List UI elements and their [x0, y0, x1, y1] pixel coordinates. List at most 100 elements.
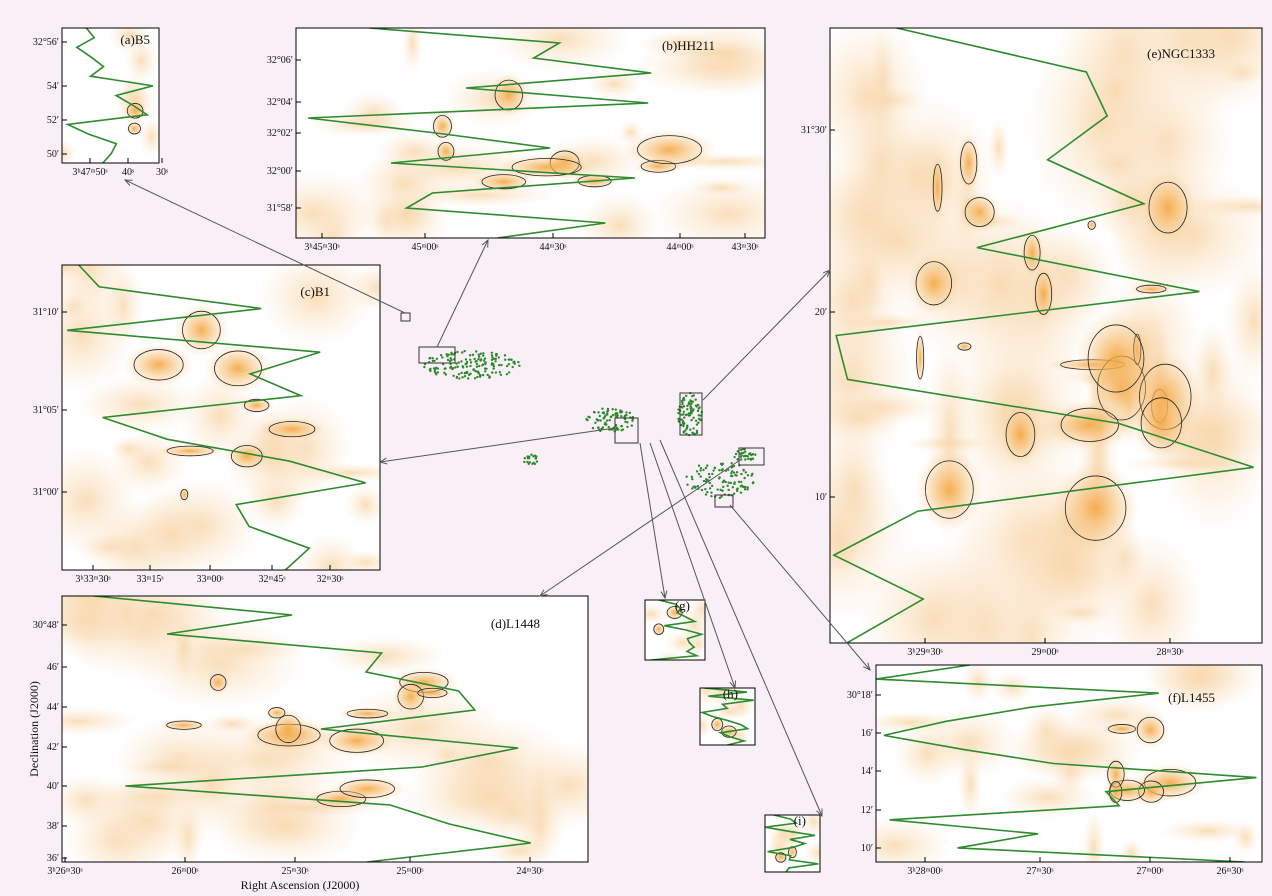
y-tick-label: 54′: [47, 81, 59, 92]
cloud-dot: [511, 366, 513, 368]
region-box: [739, 448, 764, 465]
cloud-dot: [694, 398, 696, 400]
cloud-dot: [615, 409, 617, 411]
cloud-dot: [495, 358, 497, 360]
cloud-dot: [603, 412, 605, 414]
pointer-arrow: [703, 270, 830, 400]
cloud-dot: [698, 406, 700, 408]
cloud-dot: [532, 455, 534, 457]
cloud-dot: [620, 415, 622, 417]
x-tick-label: 30ˢ: [156, 167, 168, 178]
cloud-dot: [494, 360, 496, 362]
cloud-dot: [498, 364, 500, 366]
emission: [172, 614, 196, 681]
y-tick-label: 12′: [861, 805, 873, 816]
cloud-dot: [481, 364, 483, 366]
cloud-dot: [528, 455, 530, 457]
cloud-dot: [472, 369, 474, 371]
cloud-dot: [433, 367, 435, 369]
y-tick-label: 32°02′: [267, 128, 293, 139]
y-tick-label: 30°18′: [847, 690, 873, 701]
panel-label: (b)HH211: [662, 38, 715, 53]
cloud-dot: [626, 426, 628, 428]
cloud-dot: [518, 365, 520, 367]
cloud-dot: [526, 461, 528, 463]
cloud-dot: [741, 452, 743, 454]
cloud-dot: [693, 394, 695, 396]
y-tick-label: 31°10′: [33, 307, 59, 318]
cloud-dot: [463, 350, 465, 352]
emission: [1119, 840, 1144, 865]
cloud-dot: [445, 373, 447, 375]
cloud-dot: [740, 481, 742, 483]
panel-label: (f)L1455: [1168, 690, 1215, 705]
cloud-dot: [491, 356, 493, 358]
cloud-dot: [691, 476, 693, 478]
y-tick-label: 31°30′: [801, 125, 827, 136]
emission: [31, 254, 95, 279]
cloud-dot: [744, 486, 746, 488]
cloud-dot: [446, 353, 448, 355]
cloud-dot: [621, 411, 623, 413]
cloud-dot: [534, 463, 536, 465]
cloud-dot: [475, 360, 477, 362]
cloud-dot: [475, 350, 477, 352]
cloud-dot: [436, 358, 438, 360]
x-tick-label: 27ᵐ00ˢ: [1136, 866, 1163, 877]
cloud-dot: [683, 405, 685, 407]
cloud-dot: [699, 469, 701, 471]
emission: [80, 777, 215, 865]
x-tick-label: 29ᵐ00ˢ: [1031, 647, 1058, 658]
cloud-dot: [474, 377, 476, 379]
y-tick-label: 10′: [861, 843, 873, 854]
cloud-dot: [476, 376, 478, 378]
emission: [132, 617, 307, 710]
cloud-dot: [714, 467, 716, 469]
x-tick-label: 32ᵐ30ˢ: [316, 574, 343, 585]
emission: [691, 714, 712, 739]
cloud-dot: [592, 427, 594, 429]
cloud-dot: [621, 425, 623, 427]
cloud-dot: [689, 429, 691, 431]
cloud-dot: [456, 376, 458, 378]
cloud-dot: [612, 414, 614, 416]
x-tick-label: 44ᵐ00ˢ: [666, 242, 693, 253]
cloud-dot: [677, 412, 679, 414]
cloud-dot: [472, 354, 474, 356]
cloud-dot: [535, 455, 537, 457]
x-tick-label: 3ʰ26ᵐ30ˢ: [47, 866, 82, 877]
cloud-dot: [625, 411, 627, 413]
y-tick-label: 16′: [861, 728, 873, 739]
panel: (e)NGC133331°30′20′10′3ʰ29ᵐ30ˢ29ᵐ00ˢ28ᵐ3…: [761, 0, 1272, 730]
cloud-dot: [456, 366, 458, 368]
cloud-dot: [685, 395, 687, 397]
cloud-dot: [718, 469, 720, 471]
cloud-dot: [469, 365, 471, 367]
emission: [404, 716, 574, 809]
x-tick-label: 26ᵐ30ˢ: [1216, 866, 1243, 877]
cloud-dot: [704, 488, 706, 490]
cloud-dot: [720, 495, 722, 497]
cloud-dot: [751, 473, 753, 475]
y-tick-label: 20′: [815, 307, 827, 318]
cloud-dot: [536, 460, 538, 462]
cloud-dot: [718, 476, 720, 478]
y-tick-label: 32°00′: [267, 166, 293, 177]
y-axis-label: Declination (J2000): [27, 681, 41, 777]
x-tick-label: 25ᵐ00ˢ: [396, 866, 423, 877]
cloud-dot: [740, 458, 742, 460]
cloud-dot: [434, 370, 436, 372]
cloud-dot: [625, 414, 627, 416]
cloud-dot: [696, 431, 698, 433]
y-tick-label: 32°06′: [267, 55, 293, 66]
cloud-dot: [735, 474, 737, 476]
cloud-dot: [602, 417, 604, 419]
cloud-dot: [606, 419, 608, 421]
cloud-dot: [433, 360, 435, 362]
cloud-dot: [733, 483, 735, 485]
cloud-dot: [458, 361, 460, 363]
cloud-dot: [615, 412, 617, 414]
cloud-dot: [429, 357, 431, 359]
cloud-dot: [730, 482, 732, 484]
cloud-dot: [730, 462, 732, 464]
